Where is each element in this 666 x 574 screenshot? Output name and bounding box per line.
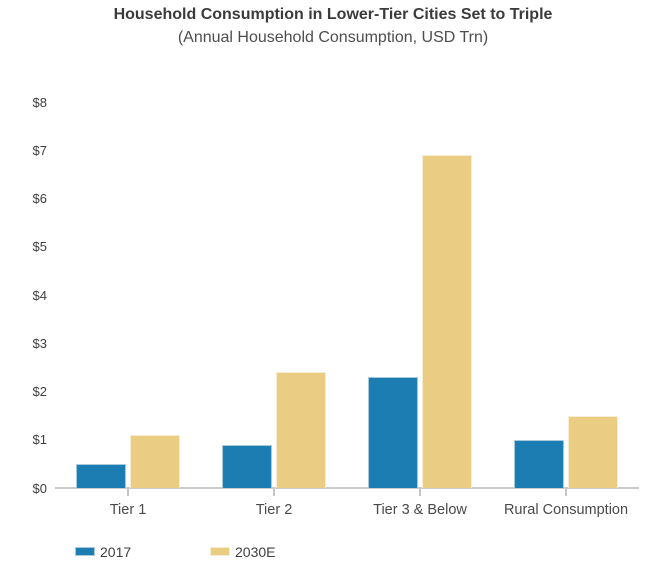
- bar-2030e-tier-2: [276, 372, 326, 488]
- x-axis-tick: [127, 489, 129, 496]
- legend-label-2017: 2017: [100, 544, 132, 560]
- y-axis-tick-label: $1: [32, 432, 47, 447]
- legend-swatch-2030e: [210, 547, 230, 556]
- y-axis-tick-label: $5: [32, 239, 47, 254]
- bar-2030e-tier-1: [130, 435, 180, 488]
- bar-2017-tier-1: [76, 464, 126, 488]
- legend-swatch-2017: [75, 547, 95, 556]
- x-axis-line: [55, 487, 639, 489]
- y-axis-tick-label: $4: [32, 288, 47, 303]
- y-axis-tick-label: $2: [32, 384, 47, 399]
- bar-2017-rural-consumption: [514, 440, 564, 488]
- y-axis-tick-label: $0: [32, 481, 47, 496]
- bar-2017-tier-3-below: [368, 377, 418, 488]
- y-axis-tick-label: $8: [32, 95, 47, 110]
- y-axis-tick-label: $7: [32, 143, 47, 158]
- x-axis-category-label: Tier 2: [255, 502, 293, 518]
- x-axis-category-label: Tier 1: [109, 502, 147, 518]
- bar-2030e-rural-consumption: [568, 416, 618, 488]
- x-axis-tick: [273, 489, 275, 496]
- x-axis-tick: [565, 489, 567, 496]
- legend-label-2030e: 2030E: [235, 544, 276, 560]
- x-axis-category-label: Rural Consumption: [503, 502, 629, 518]
- bar-2017-tier-2: [222, 445, 272, 488]
- chart-title: Household Consumption in Lower-Tier Citi…: [113, 6, 553, 23]
- x-axis-category-label: Tier 3 & Below: [373, 502, 467, 518]
- chart-subtitle: (Annual Household Consumption, USD Trn): [177, 29, 489, 46]
- y-axis-tick-label: $6: [32, 191, 47, 206]
- bar-2030e-tier-3-below: [422, 155, 472, 488]
- y-axis-tick-label: $3: [32, 336, 47, 351]
- x-axis-tick: [419, 489, 421, 496]
